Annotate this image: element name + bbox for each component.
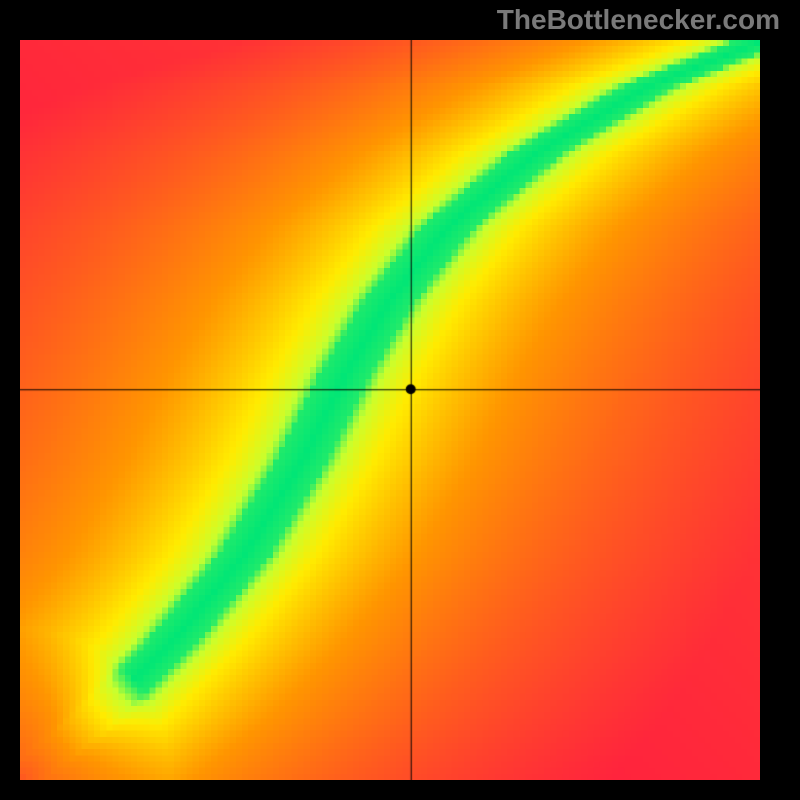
- chart-container: TheBottlenecker.com: [0, 0, 800, 800]
- watermark-label: TheBottlenecker.com: [497, 4, 780, 36]
- crosshair-overlay: [20, 40, 760, 780]
